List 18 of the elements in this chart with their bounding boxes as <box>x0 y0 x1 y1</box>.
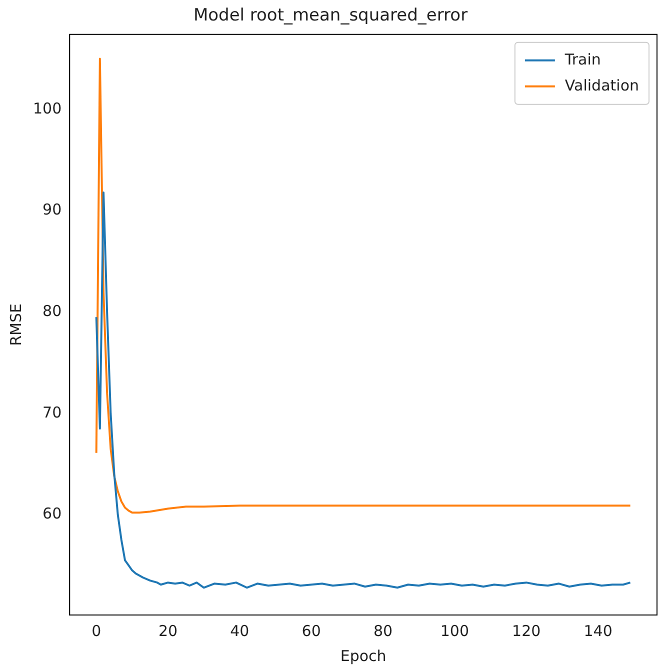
y-tick-label: 100 <box>32 99 62 118</box>
y-tick-label: 60 <box>42 504 62 523</box>
x-tick-label: 140 <box>584 622 612 640</box>
y-tick-label: 90 <box>42 200 62 219</box>
x-tick-label: 80 <box>373 622 393 640</box>
x-tick-label: 100 <box>440 622 470 640</box>
x-tick-label: 60 <box>302 622 321 640</box>
legend-label: Validation <box>564 76 640 94</box>
x-tick-label: 40 <box>230 622 250 640</box>
chart-title: Model root_mean_squared_error <box>193 6 468 26</box>
y-tick-label: 70 <box>42 403 62 422</box>
y-tick-label: 80 <box>42 302 62 320</box>
x-tick-label: 120 <box>512 622 541 640</box>
x-tick-label: 20 <box>158 622 178 640</box>
y-axis-title: RMSE <box>6 304 25 346</box>
legend-label: Train <box>564 50 601 68</box>
x-tick-label: 0 <box>92 622 102 640</box>
x-axis-title: Epoch <box>340 646 386 665</box>
